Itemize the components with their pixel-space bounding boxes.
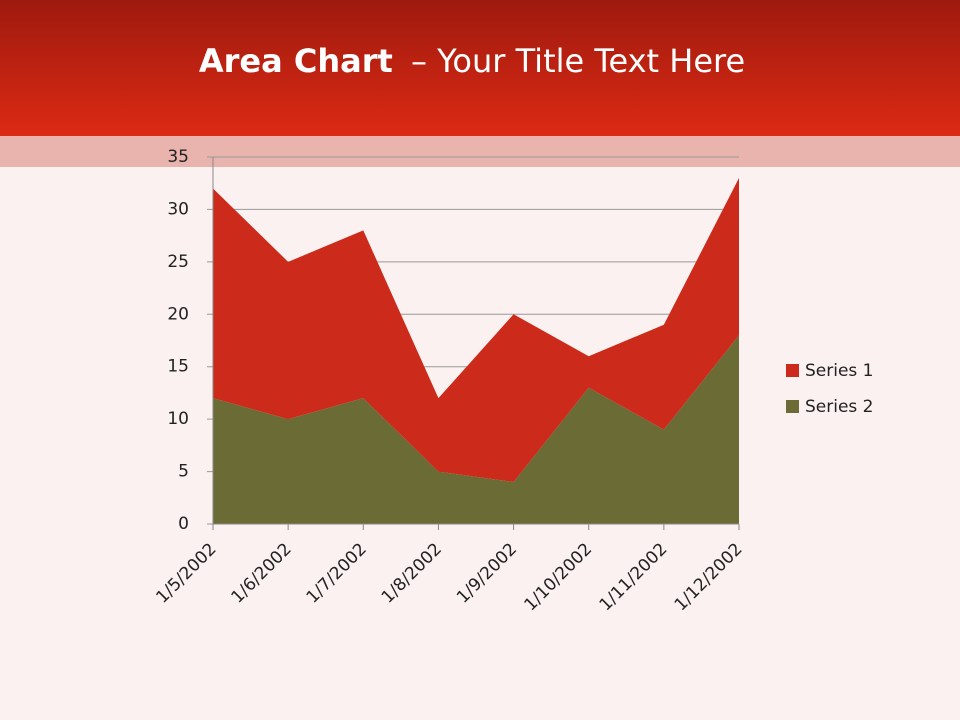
y-tick-label: 35 <box>167 147 189 167</box>
y-tick-label: 10 <box>167 409 189 429</box>
legend-label: Series 1 <box>805 361 874 381</box>
legend-label: Series 2 <box>805 397 874 417</box>
area <box>213 335 739 524</box>
y-tick-label: 15 <box>167 357 189 377</box>
y-tick-label: 30 <box>167 199 189 219</box>
y-tick-label: 20 <box>167 304 189 324</box>
area <box>213 177 739 483</box>
y-tick-label: 5 <box>178 462 189 482</box>
y-tick-label: 25 <box>167 252 189 272</box>
title-rest: – Your Title Text Here <box>411 42 745 80</box>
header-band <box>0 0 960 136</box>
y-tick-label: 0 <box>178 514 189 534</box>
legend-swatch <box>786 364 799 377</box>
header-stripe <box>0 136 960 167</box>
slide-title: Area Chart – Your Title Text Here <box>199 42 745 80</box>
legend-swatch <box>786 400 799 413</box>
title-bold: Area Chart <box>199 42 393 80</box>
